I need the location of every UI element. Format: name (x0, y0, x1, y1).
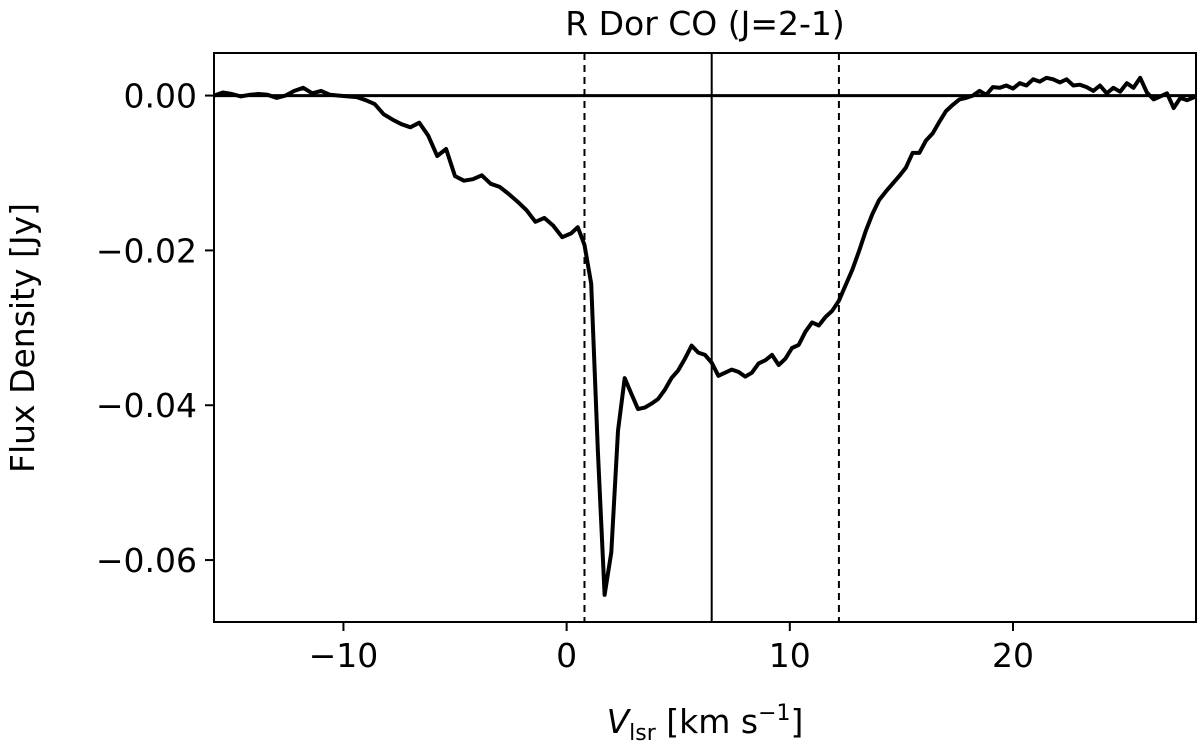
spectrum-line-1 (214, 75, 1196, 597)
x-axis-label-subscript: lsr (629, 721, 657, 746)
y-tick-label: 0.00 (124, 77, 197, 116)
plot-frame (213, 52, 1197, 623)
y-tick-label: −0.02 (96, 231, 197, 270)
y-axis-label: Flux Density [Jy] (3, 203, 42, 473)
x-axis-label: Vlsr [km s−1] (607, 701, 804, 746)
x-axis-label-symbol: V (607, 702, 632, 741)
plot-area: −10 0 10 20 0.00 −0.02 −0.04 −0.06 (96, 52, 1197, 675)
x-tick-label: 20 (992, 636, 1034, 675)
y-tick-label: −0.06 (96, 541, 197, 580)
x-tick-label: 10 (769, 636, 811, 675)
x-axis-label-unit-close: ] (791, 702, 804, 741)
chart-title: R Dor CO (J=2-1) (565, 4, 845, 43)
x-tick-label: −10 (309, 636, 379, 675)
x-axis-label-unit: [km s (656, 702, 758, 741)
y-tick-label: −0.04 (96, 386, 197, 425)
x-tick-label: 0 (556, 636, 577, 675)
x-axis-label-unit-exponent: −1 (758, 701, 790, 726)
